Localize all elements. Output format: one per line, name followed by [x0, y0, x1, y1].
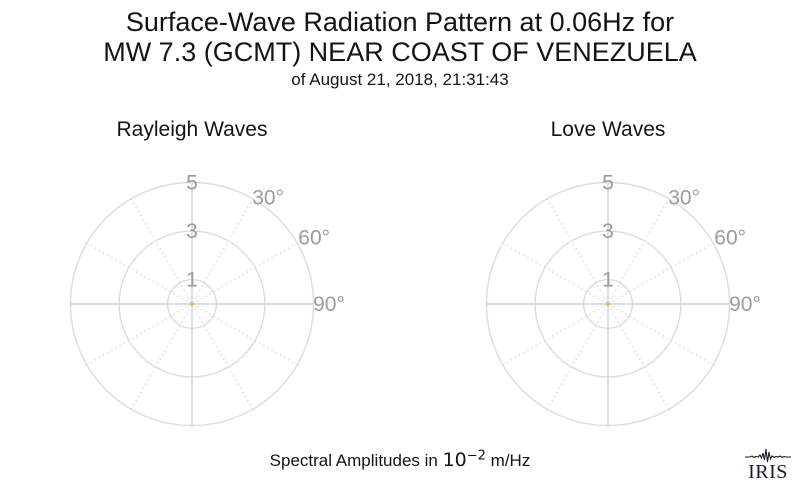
love-waves-polar-plot: 1 3 5 30° 60° 90° — [485, 172, 761, 427]
angle-grid-line — [196, 306, 299, 366]
rayleigh-plot-title: Rayleigh Waves — [116, 118, 268, 141]
angle-grid-line — [194, 197, 254, 300]
figure-title-line1: Surface-Wave Radiation Pattern at 0.06Hz… — [125, 7, 675, 37]
angle-grid-line — [196, 242, 299, 302]
angle-grid-line — [85, 306, 188, 366]
seismogram-icon — [745, 448, 791, 463]
love-plot-title: Love Waves — [550, 118, 666, 141]
radiation-pattern-marker — [189, 301, 195, 307]
angle-grid-line — [610, 197, 670, 300]
axis-units-caption: Spectral Amplitudes in 10−2 m/Hz — [0, 449, 800, 471]
angle-grid-line — [194, 308, 254, 411]
r-tick-label: 3 — [186, 220, 198, 243]
angle-grid-line — [546, 197, 606, 300]
r-tick-label: 1 — [602, 269, 614, 292]
caption-power-exponent: −2 — [466, 448, 486, 464]
angle-grid-line — [85, 242, 188, 302]
caption-power-base: 10 — [442, 449, 467, 471]
angle-tick-label: 60° — [714, 227, 746, 250]
r-tick-label: 5 — [186, 172, 198, 195]
iris-logo: IRIS — [742, 448, 794, 484]
angle-tick-label: 90° — [313, 293, 345, 316]
angle-grid-line — [130, 308, 190, 411]
angle-grid-line — [612, 242, 715, 302]
angle-tick-label: 30° — [252, 186, 284, 209]
caption-text: Spectral Amplitudes in — [269, 451, 443, 470]
figure-header: Surface-Wave Radiation Pattern at 0.06Hz… — [0, 7, 800, 90]
rayleigh-waves-polar-plot: 1 3 5 30° 60° 90° — [69, 172, 345, 427]
angle-grid-line — [501, 242, 604, 302]
angle-grid-line — [610, 308, 670, 411]
figure-subtitle: of August 21, 2018, 21:31:43 — [291, 70, 509, 89]
figure-title-line2: MW 7.3 (GCMT) NEAR COAST OF VENEZUELA — [103, 37, 697, 67]
angle-grid-line — [501, 306, 604, 366]
angle-tick-label: 60° — [298, 227, 330, 250]
angle-grid-line — [130, 197, 190, 300]
angle-tick-label: 30° — [668, 186, 700, 209]
angle-tick-label: 90° — [729, 293, 761, 316]
iris-logo-text: IRIS — [748, 461, 788, 483]
angle-grid-line — [546, 308, 606, 411]
r-tick-label: 1 — [186, 269, 198, 292]
angle-grid-line — [612, 306, 715, 366]
radiation-pattern-marker — [605, 301, 611, 307]
r-tick-label: 3 — [602, 220, 614, 243]
r-tick-label: 5 — [602, 172, 614, 195]
caption-units: m/Hz — [485, 451, 531, 470]
